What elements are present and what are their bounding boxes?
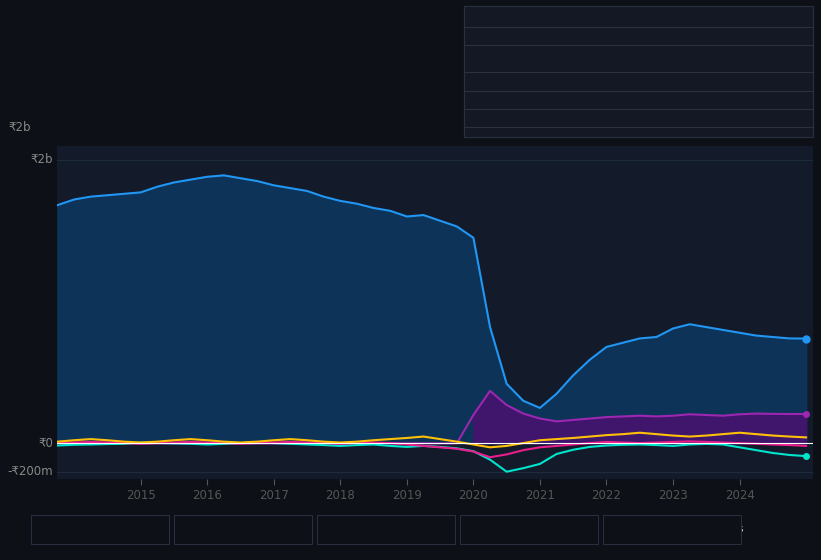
Text: ●: ● [328, 524, 336, 534]
Text: -12.1% profit margin: -12.1% profit margin [612, 60, 734, 71]
Text: Dec 31 2024: Dec 31 2024 [472, 18, 552, 31]
Text: Cash From Op: Cash From Op [488, 524, 566, 534]
Text: ₹739.331m /yr: ₹739.331m /yr [612, 31, 696, 41]
Text: No data: No data [612, 77, 653, 86]
Text: -₹89.735m /yr: -₹89.735m /yr [612, 51, 694, 61]
Text: Earnings: Earnings [202, 524, 250, 534]
Text: ●: ● [185, 524, 193, 534]
Text: ₹206.785m /yr: ₹206.785m /yr [612, 113, 697, 123]
Text: Revenue: Revenue [59, 524, 108, 534]
Text: ₹2b: ₹2b [8, 122, 30, 134]
Text: Free Cash Flow: Free Cash Flow [472, 77, 550, 86]
Text: Revenue: Revenue [472, 31, 517, 41]
Text: Operating Expenses: Operating Expenses [472, 113, 577, 123]
Text: No data: No data [612, 95, 653, 105]
Text: ●: ● [42, 524, 50, 534]
Text: ●: ● [613, 524, 621, 534]
Text: Earnings: Earnings [472, 54, 517, 64]
Text: -₹200m: -₹200m [7, 465, 53, 478]
Text: ₹2b: ₹2b [31, 153, 53, 166]
Text: ₹0: ₹0 [39, 437, 53, 450]
Text: Operating Expenses: Operating Expenses [631, 524, 743, 534]
Text: Cash From Op: Cash From Op [472, 95, 545, 105]
Text: Free Cash Flow: Free Cash Flow [345, 524, 429, 534]
Text: ●: ● [470, 524, 479, 534]
